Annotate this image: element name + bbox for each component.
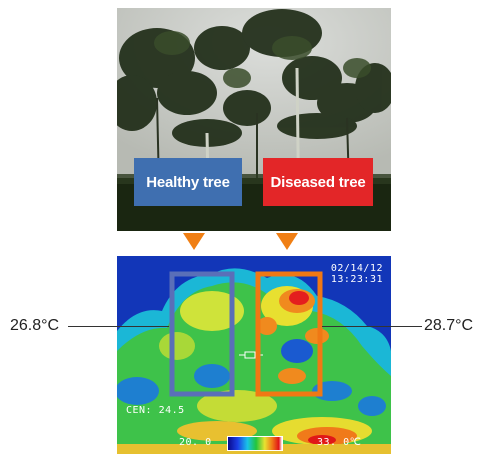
diseased-temperature: 28.7°C <box>424 317 474 334</box>
timestamp: 02/14/12 13:23:31 <box>327 263 383 285</box>
diseased-tree-label: Diseased tree <box>263 158 373 206</box>
scale-min-label: 20. 0 <box>179 437 212 448</box>
thermal-image: 02/14/12 13:23:31 CEN: 24.5 20. 0 33. 0℃ <box>117 256 391 454</box>
healthy-down-arrow-icon <box>183 233 205 250</box>
tree-photo-illustration <box>117 8 391 231</box>
healthy-tree-box <box>169 271 235 397</box>
thermal-time: 13:23:31 <box>330 274 383 285</box>
healthy-tree-label: Healthy tree <box>134 158 242 206</box>
tree-photo <box>117 8 391 231</box>
healthy-callout-line <box>68 326 169 327</box>
scale-max-label: 33. 0℃ <box>317 437 362 448</box>
color-scale-bar <box>227 436 283 451</box>
healthy-temperature: 26.8°C <box>10 317 60 334</box>
diseased-callout-line <box>322 326 422 327</box>
diseased-down-arrow-icon <box>276 233 298 250</box>
center-reading: CEN: 24.5 <box>126 405 185 416</box>
thermal-heatmap <box>117 256 391 454</box>
thermal-date: 02/14/12 <box>330 263 383 274</box>
diseased-tree-box <box>255 271 323 397</box>
